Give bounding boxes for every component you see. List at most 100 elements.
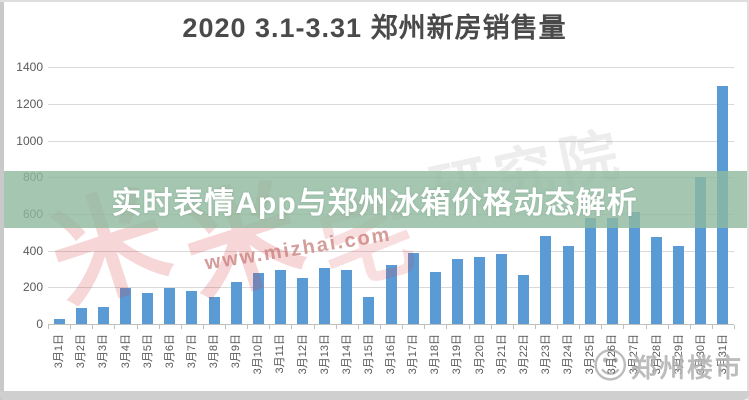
- x-axis-tick: [446, 325, 448, 329]
- bar: [208, 297, 220, 324]
- x-axis-label: 3月20日: [473, 334, 486, 375]
- x-axis-label: 3月4日: [119, 334, 132, 369]
- x-axis-tick: [379, 325, 381, 329]
- frame-edge: [0, 391, 749, 400]
- gridline: [48, 250, 734, 252]
- gridline: [48, 140, 734, 142]
- frame-edge: [747, 0, 749, 400]
- bar: [186, 291, 198, 324]
- x-axis-label: 3月9日: [230, 334, 243, 369]
- x-axis-tick: [202, 325, 204, 329]
- bar: [53, 318, 65, 324]
- x-axis-label: 3月31日: [716, 334, 729, 375]
- x-axis-tick: [579, 325, 581, 329]
- bar: [562, 246, 574, 324]
- bar: [252, 272, 264, 324]
- x-axis-tick: [291, 325, 293, 329]
- bar: [75, 308, 87, 324]
- x-axis-tick: [667, 325, 669, 329]
- x-axis-tick: [48, 325, 49, 329]
- x-axis-label: 3月17日: [407, 334, 420, 375]
- x-axis-tick: [114, 325, 116, 329]
- x-axis-label: 3月16日: [385, 334, 397, 375]
- x-axis-tick: [534, 325, 536, 329]
- x-axis-label: 3月18日: [429, 334, 442, 375]
- x-axis-label: 3月25日: [584, 334, 597, 375]
- bar: [142, 292, 154, 324]
- x-axis-tick: [313, 325, 315, 329]
- bar: [673, 246, 685, 324]
- bar: [363, 296, 375, 324]
- x-axis-tick: [70, 325, 72, 329]
- x-axis-tick: [92, 325, 94, 329]
- x-axis-label: 3月23日: [539, 334, 552, 375]
- x-axis-label: 3月15日: [362, 334, 375, 375]
- x-axis-tick: [601, 325, 603, 329]
- y-axis-label: 1200: [16, 97, 43, 111]
- x-axis-label: 3月22日: [517, 334, 530, 375]
- bar: [120, 288, 131, 324]
- x-axis-tick: [623, 325, 625, 329]
- y-axis-label: 1000: [16, 133, 43, 148]
- bar: [97, 306, 109, 324]
- x-axis-tick: [711, 325, 713, 329]
- x-axis-tick: [468, 325, 470, 329]
- frame-edge: [0, 0, 4, 400]
- x-axis-tick: [734, 325, 735, 329]
- x-axis-label: 3月6日: [163, 334, 176, 369]
- x-axis-label: 3月29日: [672, 334, 685, 375]
- x-axis-label: 3月19日: [451, 334, 464, 375]
- x-axis-tick: [335, 325, 337, 329]
- gridline: [48, 324, 734, 325]
- x-axis-label: 3月11日: [274, 334, 287, 374]
- x-axis-label: 3月21日: [495, 334, 508, 375]
- x-axis-tick: [136, 325, 138, 329]
- x-axis-tick: [357, 325, 359, 329]
- bar: [230, 281, 242, 324]
- x-axis-label: 3月2日: [75, 334, 88, 369]
- x-axis-tick: [645, 325, 647, 329]
- x-axis-label: 3月7日: [185, 334, 198, 369]
- bar: [385, 265, 397, 324]
- x-axis-label: 3月30日: [694, 334, 707, 375]
- bar: [474, 257, 485, 324]
- x-axis-label: 3月28日: [650, 334, 663, 375]
- gridline: [48, 67, 734, 69]
- y-axis-label: 200: [22, 280, 43, 295]
- x-axis-label: 3月14日: [340, 334, 353, 375]
- x-axis-label: 3月26日: [606, 334, 619, 375]
- x-axis-label: 3月27日: [628, 334, 641, 375]
- y-axis-label: 1400: [16, 60, 43, 75]
- x-axis-tick: [269, 325, 271, 329]
- x-axis-label: 3月3日: [97, 334, 110, 369]
- frame-edge: [0, 0, 749, 2]
- bar: [518, 275, 530, 324]
- x-axis-tick: [158, 325, 160, 329]
- bar: [695, 177, 707, 324]
- bar: [407, 252, 419, 324]
- bar: [628, 212, 640, 324]
- bar: [606, 217, 618, 324]
- y-axis-label: 400: [22, 243, 43, 258]
- y-axis-label: 0: [36, 317, 43, 331]
- bar: [540, 236, 552, 324]
- bar: [341, 269, 353, 324]
- bar: [297, 278, 308, 324]
- overlay-banner-text: 实时表情App与郑州冰箱价格动态解析: [111, 186, 638, 220]
- bar: [164, 288, 176, 324]
- chart-title: 2020 3.1-3.31 郑州新房销售量: [182, 13, 567, 43]
- x-axis-tick: [225, 325, 226, 329]
- x-axis-tick: [402, 325, 404, 329]
- x-axis-label: 3月24日: [562, 334, 574, 375]
- overlay-banner: 实时表情App与郑州冰箱价格动态解析: [0, 171, 749, 228]
- x-axis-tick: [247, 325, 249, 329]
- x-axis-label: 3月10日: [252, 334, 265, 375]
- x-axis-tick: [180, 325, 182, 329]
- x-axis-label: 3月12日: [296, 334, 309, 375]
- x-axis-tick: [557, 325, 558, 329]
- bar: [319, 268, 331, 324]
- x-axis-label: 3月13日: [318, 334, 331, 375]
- bar: [584, 217, 596, 324]
- x-axis-tick: [424, 325, 426, 329]
